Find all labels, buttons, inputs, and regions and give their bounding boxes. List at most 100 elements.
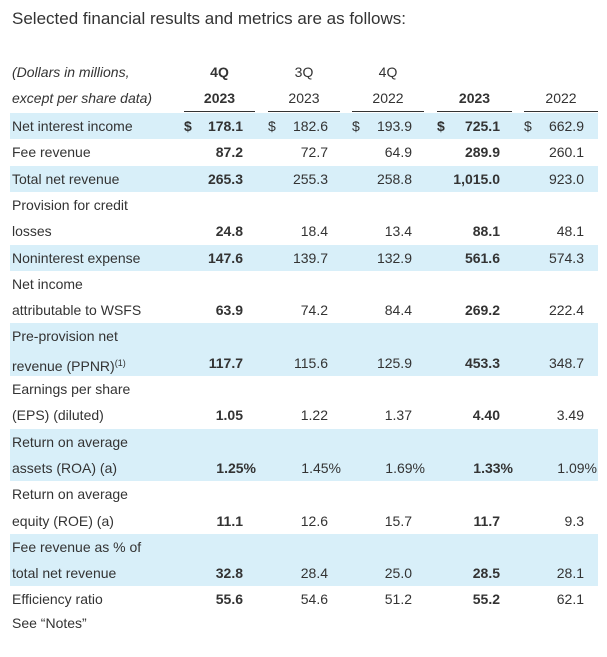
row-label: Fee revenue: [12, 144, 91, 161]
cell-value: 348.7: [548, 354, 584, 371]
cell-value: 1.09%: [557, 459, 597, 476]
cell-value: 1.05: [215, 407, 243, 424]
cell-value: 88.1: [472, 223, 500, 240]
column-header: 3Q: [294, 64, 314, 80]
cell-value: 1.33%: [473, 459, 513, 476]
row-label: total net revenue: [12, 565, 117, 582]
cell-value: 72.7: [300, 144, 328, 161]
currency: $: [184, 118, 192, 134]
title: Selected financial results and metrics a…: [12, 9, 407, 28]
cell-value: 265.3: [207, 170, 243, 187]
column-header: 2023: [288, 90, 320, 106]
footnote: See “Notes”: [12, 615, 87, 631]
row-label: Return on average: [12, 433, 128, 450]
cell-value: 74.2: [300, 302, 328, 319]
cell-value: 255.3: [292, 170, 328, 187]
cell-value: 32.8: [215, 565, 243, 582]
row-band: [10, 165, 598, 192]
header-rule: [184, 111, 255, 112]
row-label: Total net revenue: [12, 170, 120, 187]
cell-value: 182.6: [292, 118, 328, 134]
currency: $: [268, 118, 276, 134]
cell-value: 84.4: [384, 302, 412, 319]
cell-value: 55.6: [215, 591, 243, 608]
cell-value: 453.3: [464, 354, 500, 371]
cell-value: 117.7: [208, 354, 243, 371]
cell-value: 289.9: [464, 144, 500, 161]
row-label: Return on average: [12, 486, 128, 503]
header-rule: [524, 111, 598, 112]
cell-value: 125.9: [376, 354, 412, 371]
column-header: 4Q: [210, 64, 229, 80]
column-header: 2023: [458, 90, 491, 106]
cell-value: 923.0: [548, 170, 584, 187]
superscript: (1): [114, 357, 126, 368]
row-label: Noninterest expense: [12, 249, 141, 266]
cell-value: 64.9: [384, 144, 412, 161]
column-header: 2023: [203, 90, 236, 106]
cell-value: 222.4: [548, 302, 584, 319]
cell-value: 24.8: [215, 223, 243, 240]
cell-value: 48.1: [556, 223, 584, 240]
cell-value: 13.4: [384, 223, 412, 240]
row-label: Provision for credit: [12, 196, 128, 213]
cell-value: 193.9: [376, 118, 412, 134]
row-label: losses: [12, 223, 52, 240]
row-label: revenue (PPNR)(1): [12, 357, 126, 374]
cell-value: 258.8: [376, 170, 412, 187]
header-rule: [268, 111, 340, 112]
cell-value: 115.6: [294, 354, 328, 371]
cell-value: 1.25%: [216, 459, 256, 476]
cell-value: 178.1: [207, 118, 243, 134]
row-band: [10, 113, 598, 140]
currency: $: [352, 118, 360, 134]
row-band: [10, 244, 598, 271]
cell-value: 260.1: [548, 144, 584, 161]
stub-header: (Dollars in millions,: [12, 64, 130, 80]
stub-header: except per share data): [12, 90, 153, 106]
cell-value: 1.22: [300, 407, 328, 424]
cell-value: 12.6: [300, 512, 328, 529]
cell-value: 132.9: [376, 249, 412, 266]
cell-value: 51.2: [384, 591, 412, 608]
cell-value: 18.4: [300, 223, 328, 240]
currency: $: [437, 118, 445, 134]
cell-value: 574.3: [548, 249, 584, 266]
row-label: Efficiency ratio: [12, 591, 103, 608]
cell-value: 25.0: [384, 565, 412, 582]
cell-value: 1.37: [384, 407, 412, 424]
cell-value: 15.7: [384, 512, 412, 529]
row-band: [10, 533, 598, 587]
cell-value: 11.1: [216, 512, 243, 529]
cell-value: 28.1: [556, 565, 584, 582]
cell-value: 11.7: [473, 512, 500, 529]
cell-value: 55.2: [472, 591, 500, 608]
cell-value: 9.3: [564, 512, 584, 529]
cell-value: 28.5: [472, 565, 500, 582]
row-band: [10, 323, 598, 376]
row-label: Fee revenue as % of: [12, 538, 142, 555]
column-header: 2022: [372, 90, 404, 106]
cell-value: 1.45%: [301, 459, 341, 476]
row-label: attributable to WSFS: [12, 302, 142, 319]
row-label: assets (ROA) (a): [12, 459, 118, 476]
row-label: equity (ROE) (a): [12, 512, 114, 529]
row-label: Net interest income: [12, 118, 133, 134]
row-band: [10, 428, 598, 482]
row-label: Pre-provision net: [12, 328, 118, 345]
cell-value: 28.4: [300, 565, 328, 582]
currency: $: [524, 118, 532, 134]
cell-value: 62.1: [556, 591, 584, 608]
cell-value: 269.2: [464, 302, 500, 319]
cell-value: 63.9: [215, 302, 243, 319]
cell-value: 87.2: [215, 144, 243, 161]
cell-value: 1,015.0: [453, 170, 500, 187]
cell-value: 147.6: [207, 249, 243, 266]
cell-value: 3.49: [556, 407, 584, 424]
cell-value: 139.7: [292, 249, 328, 266]
row-label: (EPS) (diluted): [12, 407, 104, 424]
header-rule: [437, 111, 512, 112]
cell-value: 561.6: [464, 249, 500, 266]
header-rule: [352, 111, 424, 112]
